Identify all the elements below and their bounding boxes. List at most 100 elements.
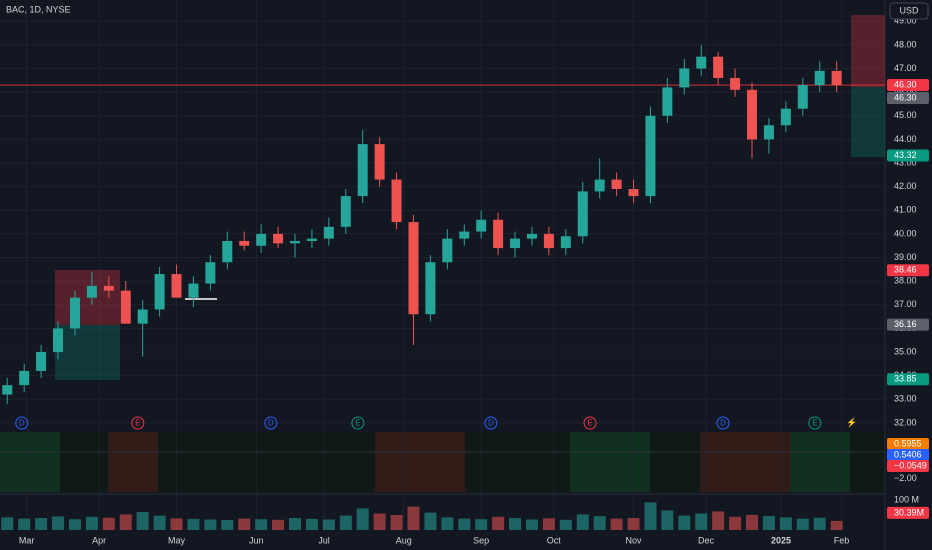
axis-tag: [887, 264, 929, 277]
chart-title: BAC, 1D, NYSE: [6, 4, 71, 14]
candle-body: [679, 68, 690, 88]
volume-bar: [610, 518, 623, 530]
candle-body: [493, 219, 504, 249]
axis-tag: [887, 373, 929, 386]
axis-tag-label: 30.39M: [894, 507, 924, 517]
candle-body: [780, 108, 791, 126]
y-tick-label: 45.00: [894, 110, 917, 120]
axis-tag-label: 0.5406: [894, 449, 922, 459]
candle-body: [188, 283, 199, 298]
candle-body: [36, 352, 47, 371]
candle-body: [814, 70, 825, 86]
candle-body: [357, 144, 368, 197]
candle-body: [425, 262, 436, 315]
candle-body: [340, 196, 351, 227]
volume-bar: [339, 515, 352, 530]
y-tick-label: 32.00: [894, 417, 917, 427]
volume-bar: [678, 515, 691, 530]
candle-body: [628, 189, 639, 197]
candle-body: [662, 87, 673, 116]
volume-bar: [407, 506, 420, 530]
x-tick-label: Apr: [92, 535, 106, 545]
candle-body: [53, 328, 64, 353]
candle-body: [730, 77, 741, 90]
candle-body: [374, 144, 385, 180]
volume-bar: [18, 518, 31, 530]
zone: [108, 432, 158, 492]
volume-bar: [35, 518, 48, 530]
y-tick-label: 49.00: [894, 16, 917, 26]
y-tick-label: 37.00: [894, 299, 917, 309]
currency-button[interactable]: [889, 2, 929, 20]
volume-bar: [762, 515, 775, 530]
candle-body: [526, 233, 537, 239]
event-marker: [131, 416, 145, 430]
candle-body: [222, 240, 233, 263]
zone: [790, 432, 850, 492]
axis-tag-label: 43.32: [894, 150, 917, 160]
y-tick-label: 35.00: [894, 346, 917, 356]
indicator-tick-label: −2.00: [894, 473, 917, 483]
volume-bar: [305, 518, 318, 530]
event-label: D: [488, 419, 494, 428]
axis-tag: [887, 318, 929, 331]
candle-body: [2, 385, 13, 395]
flash-icon: ⚡: [846, 416, 857, 428]
volume-bar: [441, 517, 454, 530]
candle-body: [171, 274, 182, 298]
x-tick-label: Mar: [19, 535, 35, 545]
currency[interactable]: USD: [899, 5, 919, 15]
volume-bar: [255, 519, 268, 530]
event-label: E: [355, 419, 360, 428]
volume-bar: [458, 518, 471, 530]
x-tick-label: Oct: [547, 535, 562, 545]
candle-body: [273, 233, 284, 244]
axis-tag: [887, 92, 929, 105]
event-label: E: [587, 419, 592, 428]
event-label: D: [720, 419, 726, 428]
volume-bar: [187, 518, 200, 530]
volume-bar: [356, 508, 369, 530]
volume-bar: [830, 520, 843, 530]
axis-tag: [887, 438, 929, 451]
volume-bar: [661, 510, 674, 530]
candle-body: [797, 85, 808, 109]
volume-bar: [644, 502, 657, 530]
zone: [570, 432, 650, 492]
candle-body: [290, 240, 300, 244]
indicator-pane: [0, 432, 885, 492]
candle-body: [611, 179, 622, 190]
axis-tag-label: 0.5955: [894, 438, 922, 448]
event-label: E: [135, 419, 140, 428]
candle-body: [560, 236, 571, 249]
candle-body: [831, 70, 842, 86]
volume-bar: [492, 516, 505, 530]
volume-bar: [627, 518, 640, 530]
y-tick-label: 38.00: [894, 276, 917, 286]
candle-body: [86, 285, 97, 298]
candle-body: [510, 238, 521, 249]
event-marker: [484, 416, 498, 430]
candle-body: [239, 240, 250, 246]
volume-bar: [102, 517, 115, 530]
axis-tag-label: −0.0549: [894, 460, 927, 470]
grid: [0, 0, 885, 530]
event-marker: [264, 416, 278, 430]
candle-body: [391, 179, 402, 223]
y-tick-label: 42.00: [894, 181, 917, 191]
x-tick-label: Sep: [473, 535, 489, 545]
candle-body: [543, 233, 554, 249]
volume-bar: [813, 517, 826, 530]
y-tick-label: 40.00: [894, 228, 917, 238]
volume-bar: [322, 519, 335, 530]
volume-bar: [68, 519, 81, 530]
volume-bar: [559, 519, 572, 530]
candle-body: [306, 238, 317, 241]
candle-body: [763, 125, 774, 140]
x-tick-label: May: [168, 535, 186, 545]
marks: 32.0033.0034.0035.0036.0037.0038.0039.00…: [0, 16, 929, 545]
x-tick-label: Jun: [249, 535, 264, 545]
volume-bar: [424, 512, 437, 530]
volume-bar: [593, 516, 606, 530]
